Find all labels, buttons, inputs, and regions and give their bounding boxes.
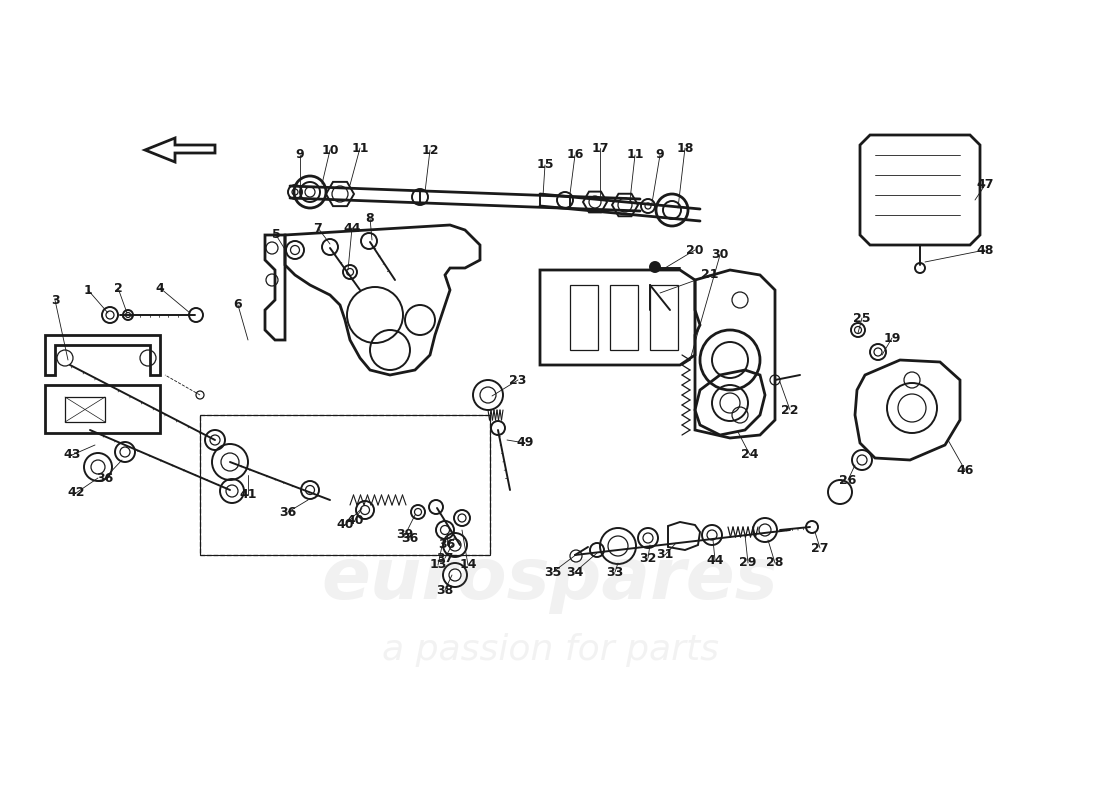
Text: 37: 37 [437,551,453,565]
Text: 38: 38 [437,583,453,597]
Text: 30: 30 [712,249,728,262]
Text: 9: 9 [296,149,305,162]
Text: 13: 13 [429,558,447,571]
Text: 21: 21 [702,269,718,282]
Text: 35: 35 [544,566,562,578]
Text: 16: 16 [566,149,584,162]
Text: 46: 46 [956,463,974,477]
Text: 26: 26 [839,474,857,486]
Text: 48: 48 [977,243,993,257]
Text: 10: 10 [321,143,339,157]
Text: 36: 36 [402,531,419,545]
Text: 27: 27 [812,542,828,554]
Text: 1: 1 [84,283,92,297]
Text: 17: 17 [592,142,608,154]
Text: 9: 9 [656,149,664,162]
Text: 33: 33 [606,566,624,578]
Text: 15: 15 [537,158,553,171]
Text: 42: 42 [67,486,85,499]
Text: 8: 8 [365,211,374,225]
Text: 41: 41 [240,489,256,502]
Text: 25: 25 [854,311,871,325]
Text: eurospares: eurospares [321,546,779,614]
Text: 6: 6 [233,298,242,311]
Text: 31: 31 [657,549,673,562]
Text: 24: 24 [741,449,759,462]
Text: 23: 23 [509,374,527,386]
Text: 34: 34 [566,566,584,578]
Text: a passion for parts: a passion for parts [382,633,718,667]
Text: 11: 11 [351,142,369,154]
Text: 36: 36 [439,538,455,551]
Text: 44: 44 [706,554,724,566]
Text: 49: 49 [516,437,534,450]
Text: 22: 22 [781,403,799,417]
Text: 19: 19 [883,331,901,345]
Text: 47: 47 [977,178,993,191]
Text: 14: 14 [460,558,476,571]
Text: 28: 28 [767,557,783,570]
Text: 39: 39 [396,529,414,542]
Circle shape [650,262,660,272]
Text: 44: 44 [343,222,361,234]
Text: 40: 40 [337,518,354,531]
Text: 36: 36 [97,471,113,485]
Text: 36: 36 [279,506,297,518]
Text: 7: 7 [314,222,322,234]
Text: 2: 2 [113,282,122,294]
Text: 29: 29 [739,557,757,570]
Text: 3: 3 [51,294,59,306]
Text: 11: 11 [626,149,644,162]
Text: 32: 32 [639,551,657,565]
Text: 43: 43 [64,449,80,462]
Text: 5: 5 [272,229,280,242]
Text: 40: 40 [346,514,364,526]
Text: 20: 20 [686,243,704,257]
Text: 12: 12 [421,143,439,157]
Text: 4: 4 [155,282,164,294]
Text: 18: 18 [676,142,694,154]
